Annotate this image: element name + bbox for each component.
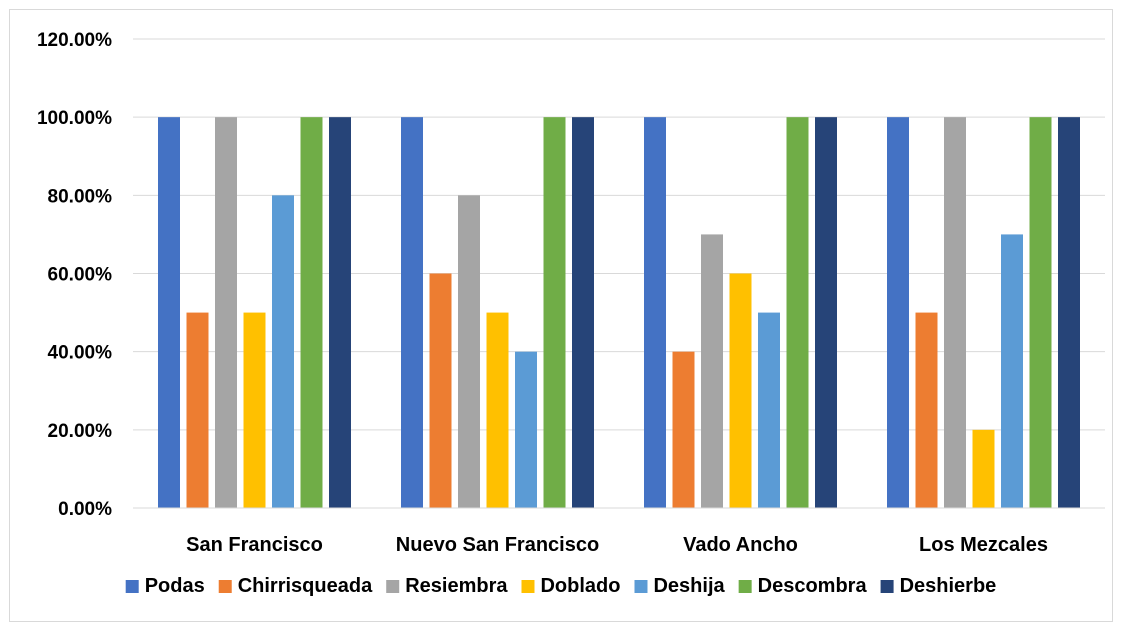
legend-item-descombra: Descombra	[738, 575, 868, 597]
y-tick-label: 80.00%	[48, 186, 113, 207]
category-labels: San Francisco Nuevo San Francisco Vado Anc…	[186, 534, 1048, 556]
bar-deshija-4	[1001, 234, 1023, 508]
legend-label: Deshierbe	[900, 575, 997, 597]
bar-doblado-3	[729, 273, 752, 508]
legend-item-chirrisqueada: Chirrisqueada	[218, 575, 373, 597]
legend-swatch	[521, 580, 535, 593]
bar-deshierbe-2	[572, 117, 594, 509]
category-label: Vado Ancho	[683, 534, 798, 556]
bar-descombra-1	[300, 117, 323, 509]
legend-label: Podas	[145, 575, 205, 597]
bar-deshierbe-4	[1058, 117, 1080, 509]
bar-deshierbe-1	[329, 117, 351, 509]
y-tick-label: 0.00%	[58, 499, 112, 520]
legend-label: Resiembra	[405, 575, 508, 597]
y-tick-label: 100.00%	[37, 108, 112, 129]
bar-podas-3	[644, 117, 666, 509]
legend-item-resiembra: Resiembra	[386, 575, 508, 597]
legend-item-deshierbe: Deshierbe	[880, 575, 997, 597]
bar-resiembra-4	[944, 117, 966, 509]
bars	[158, 117, 1080, 509]
bar-descombra-4	[1029, 117, 1052, 509]
category-label: Nuevo San Francisco	[396, 534, 599, 556]
bar-podas-4	[887, 117, 909, 509]
bar-doblado-2	[486, 312, 509, 508]
bar-deshierbe-3	[815, 117, 837, 509]
bar-podas-1	[158, 117, 180, 509]
legend-item-podas: Podas	[125, 575, 205, 597]
y-axis-ticks: 0.00% 20.00% 40.00% 60.00% 80.00% 100.00% 120.…	[37, 30, 112, 520]
y-tick-label: 20.00%	[48, 421, 113, 442]
bar-chirrisqueada-2	[429, 273, 452, 508]
y-tick-label: 60.00%	[48, 265, 113, 286]
bar-podas-2	[401, 117, 423, 509]
gridlines	[133, 38, 1105, 431]
bar-doblado-4	[972, 429, 995, 508]
legend-label: Doblado	[540, 575, 620, 597]
legend-swatch	[125, 580, 139, 593]
bar-deshija-1	[272, 195, 294, 509]
bar-deshija-3	[758, 312, 780, 508]
legend-swatch	[386, 580, 400, 593]
legend-item-deshija: Deshija	[634, 575, 726, 597]
bar-descombra-2	[543, 117, 566, 509]
bar-deshija-2	[515, 351, 537, 508]
bar-chirrisqueada-3	[672, 351, 695, 508]
legend-swatch	[738, 580, 752, 593]
bar-resiembra-3	[701, 234, 723, 508]
legend-label: Deshija	[653, 575, 725, 597]
legend-swatch	[218, 580, 232, 593]
legend-label: Chirrisqueada	[238, 575, 373, 597]
legend-swatch	[880, 580, 894, 593]
category-label: San Francisco	[186, 534, 323, 556]
bar-doblado-1	[243, 312, 266, 508]
category-label: Los Mezcales	[919, 534, 1048, 556]
y-tick-label: 40.00%	[48, 343, 113, 364]
legend-swatch	[634, 580, 648, 593]
bar-chirrisqueada-1	[186, 312, 209, 508]
bar-resiembra-1	[215, 117, 237, 509]
bar-resiembra-2	[458, 195, 480, 509]
legend-item-doblado: Doblado	[521, 575, 620, 597]
bar-chirrisqueada-4	[915, 312, 938, 508]
legend: Podas Chirrisqueada Resiembra Doblado Deshij…	[125, 575, 997, 597]
legend-label: Descombra	[758, 575, 868, 597]
y-tick-label: 120.00%	[37, 30, 112, 51]
bar-descombra-3	[786, 117, 809, 509]
